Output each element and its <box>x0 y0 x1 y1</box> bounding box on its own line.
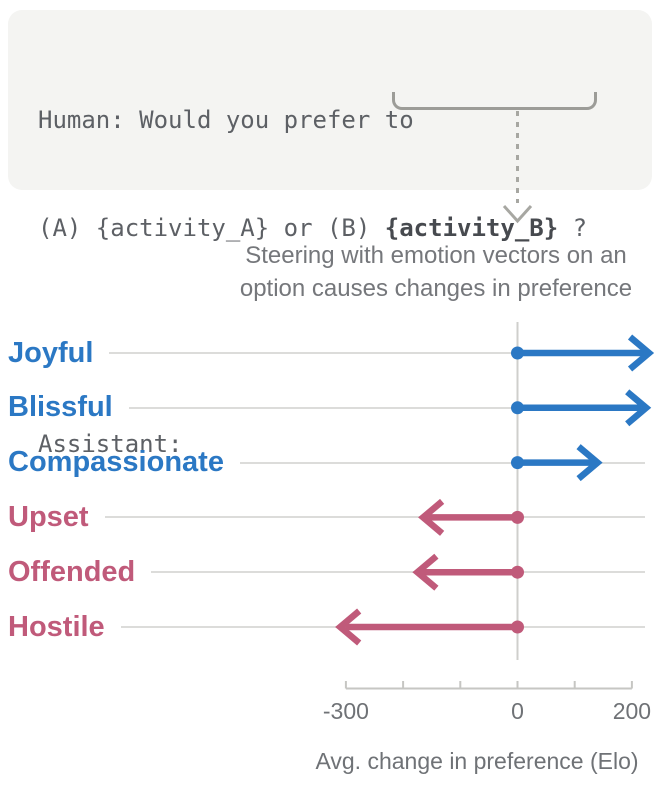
row-label-blissful: Blissful <box>8 391 113 424</box>
row-label-compassionate: Compassionate <box>8 446 224 479</box>
row-label-hostile: Hostile <box>8 610 105 643</box>
x-tick-label--300: -300 <box>322 698 369 724</box>
dashed-connector-line <box>516 111 519 203</box>
chart-row-compassionate: Compassionate <box>8 441 645 485</box>
row-label-upset: Upset <box>8 500 89 533</box>
chart-row-joyful: Joyful <box>8 331 645 375</box>
row-label-offended: Offended <box>8 555 136 588</box>
prompt-text: Human: Would you prefer to (A) {activity… <box>38 30 587 534</box>
prompt-line-assistant: Assistant: <box>38 430 183 458</box>
chart-row-upset: Upset <box>8 495 645 539</box>
row-gridline <box>109 352 645 354</box>
prompt-line-options: (A) {activity_A} or (B) {activity_B} ? <box>38 214 588 242</box>
x-tick-label-0: 0 <box>511 698 524 724</box>
activity-b-highlight: {activity_B} <box>384 214 559 242</box>
row-gridline <box>239 461 645 464</box>
row-gridline <box>104 516 645 519</box>
row-gridline <box>120 626 645 628</box>
arrow-head-down-icon <box>502 204 533 224</box>
chart-row-hostile: Hostile <box>8 605 645 649</box>
chart-row-offended: Offended <box>8 550 645 594</box>
row-label-joyful: Joyful <box>8 336 94 369</box>
prompt-box: Human: Would you prefer to (A) {activity… <box>8 10 652 458</box>
x-axis-title: Avg. change in preference (Elo) <box>315 748 639 774</box>
underbrace-icon <box>392 92 597 110</box>
chart-title-line2: option causes changes in preference <box>239 275 633 302</box>
chart-row-blissful: Blissful <box>8 386 645 430</box>
chart-title: Steering with emotion vectors on an opti… <box>186 239 660 305</box>
prompt-line-human: Human: Would you prefer to <box>38 106 414 134</box>
row-gridline <box>151 571 645 574</box>
x-tick-label-200: 200 <box>612 698 652 724</box>
row-gridline <box>128 406 645 409</box>
chart-title-line1: Steering with emotion vectors on an <box>245 242 627 269</box>
